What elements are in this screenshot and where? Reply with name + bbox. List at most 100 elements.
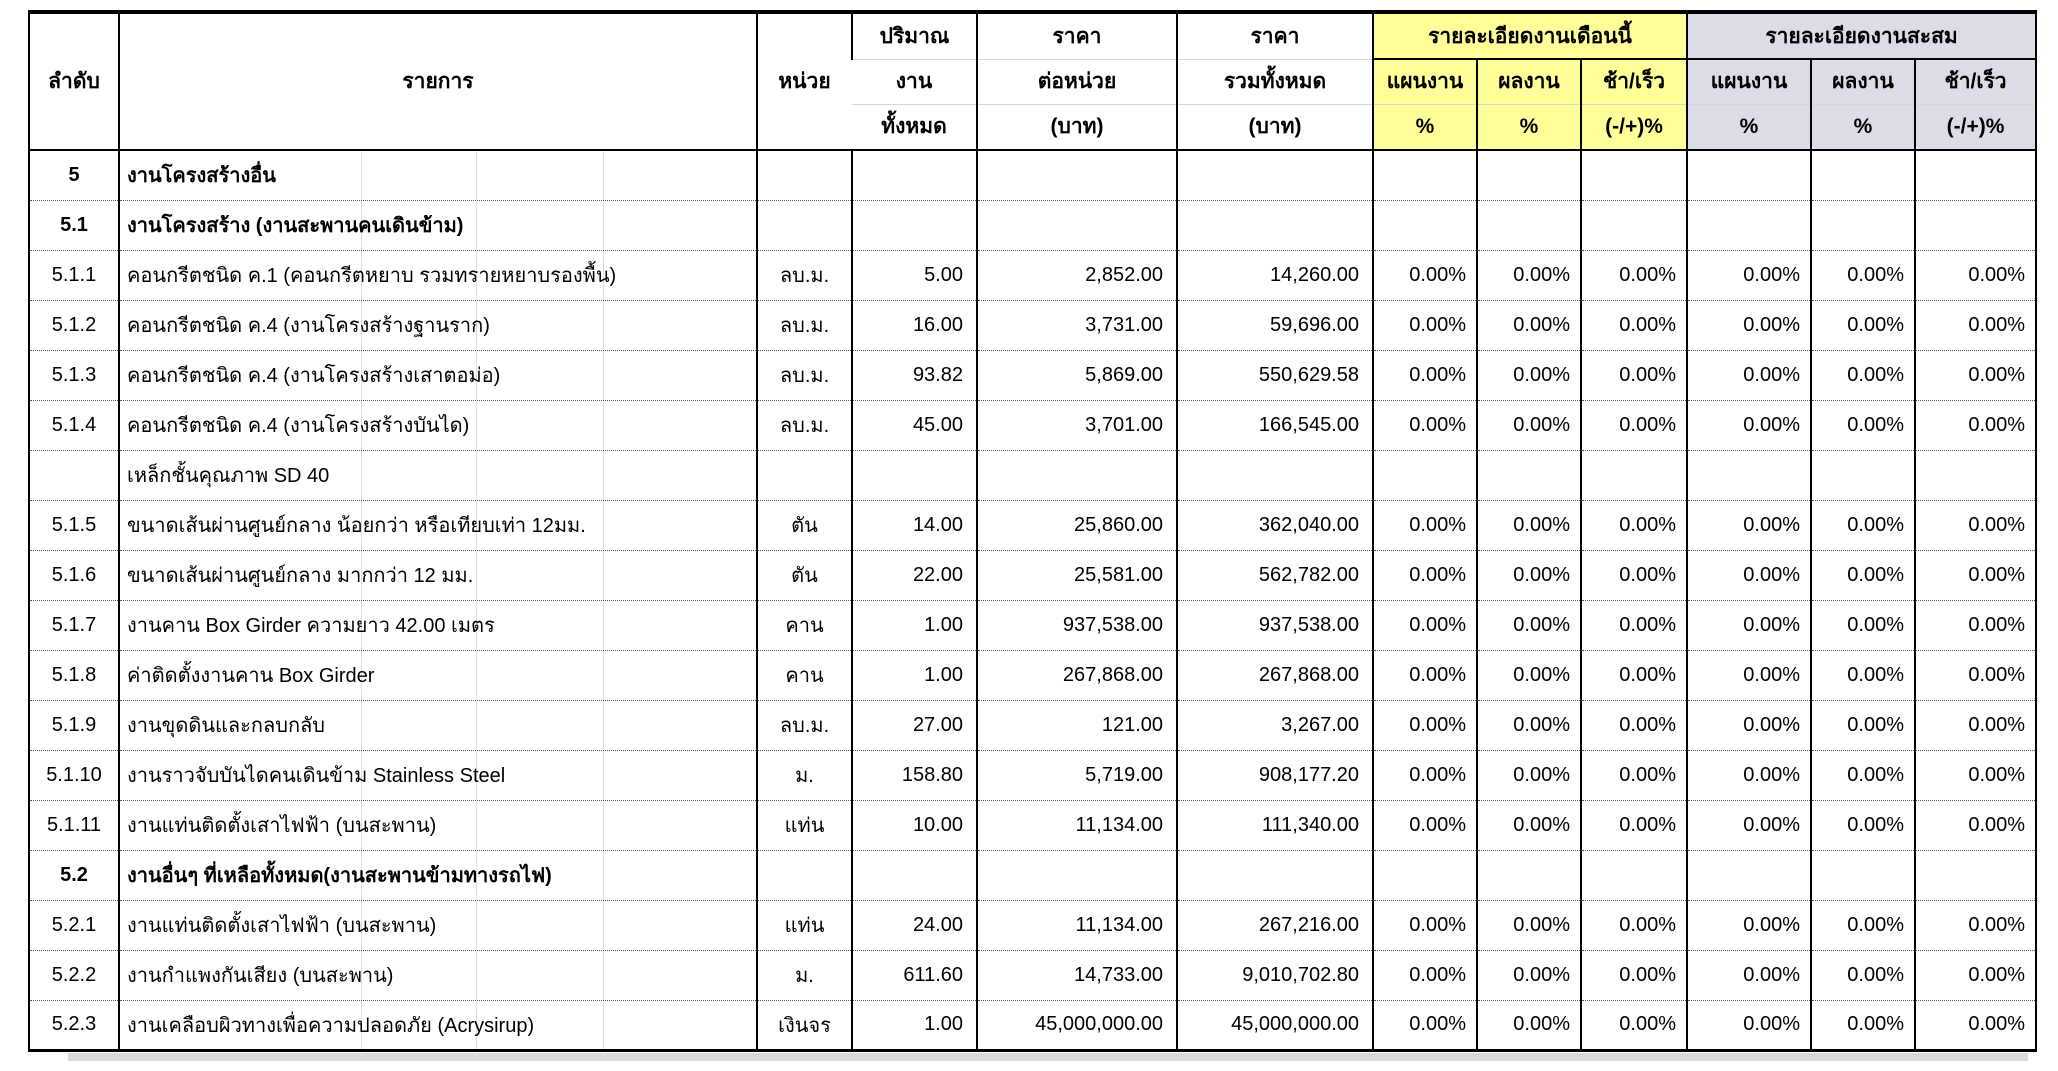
cell-monthly-plan: 0.00% bbox=[1372, 649, 1477, 700]
cell-cumulative-plan: 0.00% bbox=[1686, 649, 1812, 700]
cell-monthly-plan: 0.00% bbox=[1372, 899, 1477, 950]
cell-monthly-actual: 0.00% bbox=[1476, 799, 1581, 850]
header-monthly-actual-pct: % bbox=[1476, 104, 1581, 150]
cell-qty: 1.00 bbox=[851, 999, 977, 1050]
cell-no: 5.1.10 bbox=[29, 749, 119, 800]
cell-unit: ลบ.ม. bbox=[756, 299, 852, 350]
cell-item: งานคาน Box Girder ความยาว 42.00 เมตร bbox=[118, 599, 757, 650]
cell-cumulative-variance: 0.00% bbox=[1914, 649, 2037, 700]
cell-qty: 45.00 bbox=[851, 399, 977, 450]
cell-cumulative-actual: 0.00% bbox=[1810, 399, 1916, 450]
cell-no: 5.1.1 bbox=[29, 249, 119, 300]
cell-monthly-actual: 0.00% bbox=[1476, 499, 1581, 550]
cell-no: 5.2 bbox=[29, 849, 119, 900]
header-cumulative-actual: ผลงาน bbox=[1810, 59, 1916, 105]
header-qty-line1: ปริมาณ bbox=[851, 12, 977, 60]
cell-monthly-actual bbox=[1476, 199, 1581, 250]
cell-qty bbox=[851, 150, 977, 200]
header-cumulative-actual-pct: % bbox=[1810, 104, 1916, 150]
cell-total-price bbox=[1176, 849, 1373, 900]
cell-total-price: 9,010,702.80 bbox=[1176, 949, 1373, 1000]
cell-no: 5.1 bbox=[29, 199, 119, 250]
cell-unit: แท่น bbox=[756, 799, 852, 850]
cell-total-price bbox=[1176, 150, 1373, 200]
cell-item: งานเคลือบผิวทางเพื่อความปลอดภัย (Acrysir… bbox=[118, 999, 757, 1050]
cell-cumulative-actual: 0.00% bbox=[1810, 299, 1916, 350]
cell-item: ขนาดเส้นผ่านศูนย์กลาง น้อยกว่า หรือเทียบ… bbox=[118, 499, 757, 550]
cell-item: งานอื่นๆ ที่เหลือทั้งหมด(งานสะพานข้ามทาง… bbox=[118, 849, 757, 900]
cell-unit: ตัน bbox=[756, 549, 852, 600]
cell-unit-price: 25,581.00 bbox=[976, 549, 1177, 600]
cell-no: 5.1.3 bbox=[29, 349, 119, 400]
cell-no: 5.1.11 bbox=[29, 799, 119, 850]
cell-no: 5.1.5 bbox=[29, 499, 119, 550]
cell-item: ค่าติดตั้งงานคาน Box Girder bbox=[118, 649, 757, 700]
cell-cumulative-variance bbox=[1914, 449, 2037, 500]
cell-cumulative-variance: 0.00% bbox=[1914, 749, 2037, 800]
cell-unit-price bbox=[976, 150, 1177, 200]
cell-monthly-plan: 0.00% bbox=[1372, 249, 1477, 300]
table-row: 5.1 งานโครงสร้าง (งานสะพานคนเดินข้าม) bbox=[29, 199, 2037, 250]
header-monthly-variance-pct: (-/+)% bbox=[1579, 104, 1688, 150]
cell-qty: 22.00 bbox=[851, 549, 977, 600]
cell-qty bbox=[851, 199, 977, 250]
cell-cumulative-variance: 0.00% bbox=[1914, 399, 2037, 450]
header-cumulative-variance: ช้า/เร็ว bbox=[1914, 59, 2037, 105]
cell-cumulative-plan: 0.00% bbox=[1686, 749, 1812, 800]
cell-monthly-plan bbox=[1372, 150, 1477, 200]
cell-monthly-plan: 0.00% bbox=[1372, 699, 1477, 750]
sheet-bottom-shading bbox=[68, 1052, 2028, 1061]
cell-cumulative-variance bbox=[1914, 849, 2037, 900]
cell-cumulative-plan: 0.00% bbox=[1686, 499, 1812, 550]
cell-unit-price: 11,134.00 bbox=[976, 899, 1177, 950]
cell-unit: ม. bbox=[756, 749, 852, 800]
cell-cumulative-actual bbox=[1810, 849, 1916, 900]
cell-total-price: 166,545.00 bbox=[1176, 399, 1373, 450]
cell-monthly-variance: 0.00% bbox=[1579, 749, 1688, 800]
cell-qty: 16.00 bbox=[851, 299, 977, 350]
cell-total-price: 111,340.00 bbox=[1176, 799, 1373, 850]
cell-monthly-actual bbox=[1476, 449, 1581, 500]
cell-item: งานแท่นติดตั้งเสาไฟฟ้า (บนสะพาน) bbox=[118, 799, 757, 850]
cell-qty: 1.00 bbox=[851, 649, 977, 700]
cell-item: งานกำแพงกันเสียง (บนสะพาน) bbox=[118, 949, 757, 1000]
cell-monthly-variance bbox=[1579, 449, 1688, 500]
header-total-price-line2: รวมทั้งหมด bbox=[1176, 59, 1373, 105]
cell-total-price: 14,260.00 bbox=[1176, 249, 1373, 300]
cell-unit bbox=[756, 150, 852, 200]
cell-qty: 1.00 bbox=[851, 599, 977, 650]
cell-cumulative-variance: 0.00% bbox=[1914, 249, 2037, 300]
table-row: 5.2.1 งานแท่นติดตั้งเสาไฟฟ้า (บนสะพาน) แ… bbox=[29, 899, 2037, 950]
cell-unit-price: 121.00 bbox=[976, 699, 1177, 750]
cell-monthly-variance bbox=[1579, 150, 1688, 200]
cell-monthly-plan bbox=[1372, 849, 1477, 900]
cell-cumulative-plan: 0.00% bbox=[1686, 299, 1812, 350]
cell-cumulative-actual bbox=[1810, 199, 1916, 250]
cell-cumulative-variance: 0.00% bbox=[1914, 699, 2037, 750]
cell-unit: ลบ.ม. bbox=[756, 399, 852, 450]
cell-cumulative-plan: 0.00% bbox=[1686, 799, 1812, 850]
cell-monthly-actual: 0.00% bbox=[1476, 599, 1581, 650]
cell-cumulative-actual: 0.00% bbox=[1810, 499, 1916, 550]
cell-monthly-variance: 0.00% bbox=[1579, 949, 1688, 1000]
cell-no: 5.1.8 bbox=[29, 649, 119, 700]
table-row: 5 งานโครงสร้างอื่น bbox=[29, 150, 2037, 200]
cell-no: 5.2.2 bbox=[29, 949, 119, 1000]
header-monthly-plan-pct: % bbox=[1372, 104, 1477, 150]
cell-monthly-variance: 0.00% bbox=[1579, 699, 1688, 750]
cell-cumulative-plan bbox=[1686, 199, 1812, 250]
cell-monthly-variance: 0.00% bbox=[1579, 399, 1688, 450]
cell-unit bbox=[756, 449, 852, 500]
table-row: 5.1.9 งานขุดดินและกลบกลับ ลบ.ม. 27.00 12… bbox=[29, 699, 2037, 750]
cell-cumulative-plan bbox=[1686, 449, 1812, 500]
cell-unit-price: 937,538.00 bbox=[976, 599, 1177, 650]
cell-unit: ลบ.ม. bbox=[756, 699, 852, 750]
cell-unit: ลบ.ม. bbox=[756, 349, 852, 400]
cell-cumulative-plan: 0.00% bbox=[1686, 999, 1812, 1050]
table-row: 5.1.1 คอนกรีตชนิด ค.1 (คอนกรีตหยาบ รวมทร… bbox=[29, 249, 2037, 300]
cell-cumulative-actual: 0.00% bbox=[1810, 699, 1916, 750]
header-no: ลำดับ bbox=[48, 70, 100, 93]
cell-cumulative-variance: 0.00% bbox=[1914, 349, 2037, 400]
cell-item: ขนาดเส้นผ่านศูนย์กลาง มากกว่า 12 มม. bbox=[118, 549, 757, 600]
cell-cumulative-plan: 0.00% bbox=[1686, 249, 1812, 300]
